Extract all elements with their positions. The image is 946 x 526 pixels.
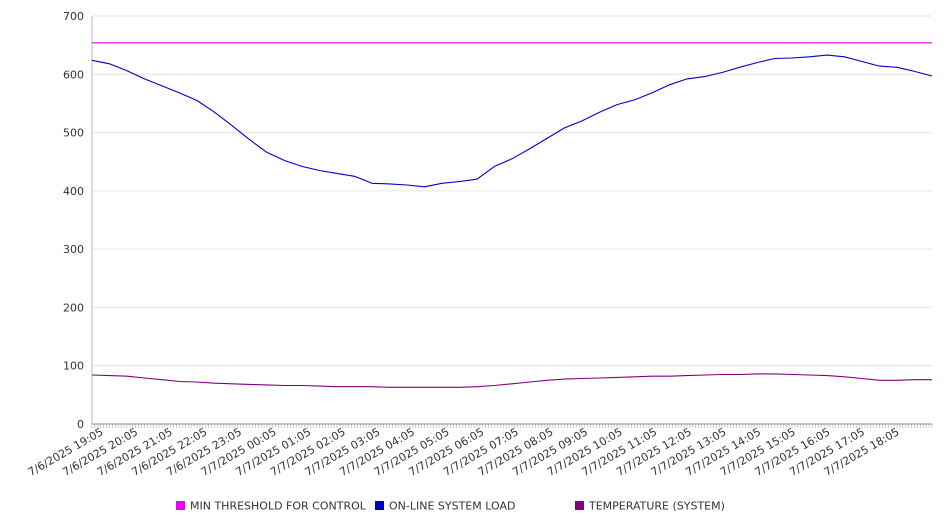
y-tick-label: 0	[77, 418, 84, 431]
x-tick-labels: 7/6/2025 19:057/6/2025 20:057/6/2025 21:…	[26, 425, 902, 479]
legend: MIN THRESHOLD FOR CONTROL ON-LINE SYSTEM …	[176, 500, 725, 513]
legend-swatch	[375, 501, 384, 510]
y-tick-label: 100	[63, 360, 84, 373]
y-tick-labels: 0 100 200 300 400 500 600 700	[63, 10, 84, 431]
legend-label: ON-LINE SYSTEM LOAD	[389, 500, 515, 513]
legend-item-0: MIN THRESHOLD FOR CONTROL	[176, 500, 367, 513]
y-tick-label: 700	[63, 10, 84, 23]
y-tick-label: 300	[63, 243, 84, 256]
grid	[92, 15, 932, 425]
legend-item-1: ON-LINE SYSTEM LOAD	[375, 500, 515, 513]
series-line-2	[91, 373, 932, 388]
y-tick-label: 200	[63, 301, 84, 314]
y-tick-label: 500	[63, 127, 84, 140]
legend-swatch	[575, 501, 584, 510]
legend-label: MIN THRESHOLD FOR CONTROL	[190, 500, 367, 513]
legend-swatch	[176, 501, 185, 510]
legend-label: TEMPERATURE (SYSTEM)	[588, 500, 725, 513]
series-line-1	[91, 54, 933, 188]
y-tick-label: 600	[63, 68, 84, 81]
y-tick-label: 400	[63, 185, 84, 198]
axes	[91, 16, 933, 428]
legend-item-2: TEMPERATURE (SYSTEM)	[575, 500, 725, 513]
series-lines	[91, 42, 933, 388]
